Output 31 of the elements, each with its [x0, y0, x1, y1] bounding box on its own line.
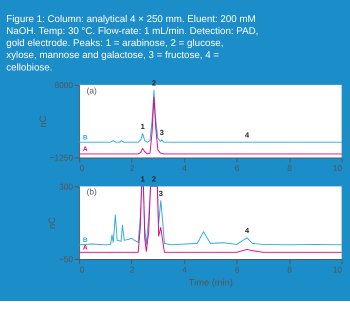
x-tick-label: 8 — [287, 264, 292, 274]
chart-title: Figure 1: Column: analytical 4 × 250 mm. Eluent: 200 mM NaOH. Temp: 30 °C. Flow-rate: 1 mL/min. Detection: PAD, gold electrode. Peaks: 1 = arabinose, 2 = glucose, xylose, mannose and galactose, 3 = fructose, 4 = cellobiose. — [6, 14, 258, 74]
line-series — [79, 90, 342, 143]
annotation: 3 — [158, 188, 163, 198]
annotation: 4 — [245, 130, 250, 140]
x-tick-label: 10 — [332, 162, 342, 173]
annotation: 1 — [140, 122, 145, 131]
annotation: (b) — [86, 186, 97, 197]
x-tick-label: 6 — [234, 264, 240, 274]
annotation: (a) — [86, 85, 97, 96]
y-tick-label: 8000 — [54, 80, 74, 90]
x-tick-label: 8 — [287, 162, 292, 173]
line-series — [79, 96, 342, 154]
x-tick-label: 2 — [130, 162, 135, 173]
annotation: 1 — [140, 174, 145, 184]
x-tick-label: 0 — [80, 264, 85, 274]
y-tick-label: −50 — [58, 254, 74, 264]
y-axis-title: nC — [38, 115, 48, 128]
x-tick-label: 0 — [80, 162, 85, 173]
x-tick-label: 4 — [182, 162, 188, 173]
y-tick-label: 300 — [59, 182, 74, 192]
x-tick-label: 4 — [182, 264, 188, 274]
x-axis-title: Time (min) — [188, 277, 233, 288]
annotation: 3 — [160, 128, 164, 138]
x-tick-label: 10 — [332, 264, 342, 274]
y-tick-label: −1250 — [50, 152, 74, 163]
x-tick-label: 2 — [130, 264, 135, 274]
annotation: 2 — [152, 174, 156, 184]
annotation: 4 — [245, 226, 250, 236]
x-tick-label: 6 — [234, 162, 240, 173]
y-axis-title: nC — [47, 216, 58, 230]
